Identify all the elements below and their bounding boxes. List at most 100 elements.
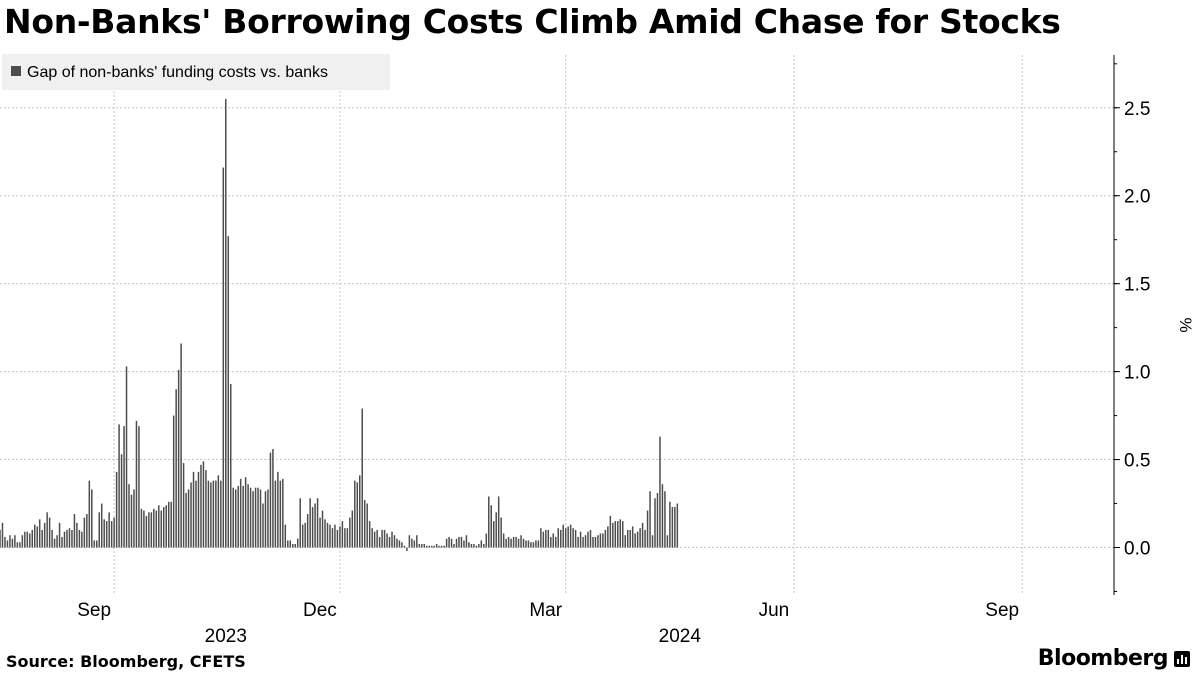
bar — [319, 517, 321, 548]
bar — [6, 540, 9, 548]
bar — [73, 514, 76, 548]
bar — [314, 503, 316, 548]
bar — [418, 543, 421, 548]
bar — [86, 514, 88, 548]
bar — [145, 515, 148, 548]
bar — [14, 535, 16, 548]
bar — [577, 536, 579, 548]
y-tick-label: 2.5 — [1124, 99, 1150, 120]
bar — [215, 480, 217, 548]
bar — [381, 529, 383, 548]
bar — [118, 424, 120, 548]
bar — [406, 547, 408, 552]
bar — [594, 536, 597, 548]
bar — [311, 507, 314, 548]
bar — [649, 491, 651, 548]
bar — [48, 517, 51, 548]
bar — [495, 512, 497, 548]
bar — [398, 540, 401, 548]
bar — [284, 524, 287, 548]
bar — [426, 545, 428, 548]
bar — [230, 383, 232, 548]
bar — [207, 480, 210, 548]
bar — [165, 505, 167, 548]
bar — [671, 507, 674, 548]
bar — [63, 531, 66, 548]
bar — [478, 543, 480, 548]
bar — [4, 536, 6, 548]
bar — [634, 533, 636, 548]
bar — [242, 485, 244, 548]
bar — [396, 538, 398, 548]
bar — [232, 487, 234, 548]
bar — [562, 524, 564, 548]
bar — [9, 535, 11, 548]
bar — [148, 512, 150, 548]
bar — [294, 543, 296, 548]
bar — [93, 540, 96, 548]
legend: Gap of non-banks' funding costs vs. bank… — [2, 54, 390, 90]
bar — [170, 501, 172, 548]
bar — [411, 538, 413, 548]
bar — [646, 510, 649, 548]
bar — [163, 507, 165, 548]
bar — [257, 487, 259, 548]
bar — [123, 426, 125, 548]
bar — [182, 463, 185, 548]
bar — [604, 529, 607, 548]
x-tick-label: Dec — [303, 600, 337, 621]
bar — [264, 491, 267, 548]
bar — [16, 542, 19, 548]
bar — [105, 521, 108, 548]
bar — [220, 480, 222, 548]
bar — [158, 505, 160, 548]
bar — [465, 535, 468, 548]
bar — [669, 501, 671, 548]
bar — [522, 538, 525, 548]
x-axis: Sep Dec Mar Jun Sep 2023 2024 — [77, 600, 1019, 647]
bar — [83, 517, 86, 548]
bar — [58, 522, 61, 548]
bar — [661, 484, 664, 548]
bar — [81, 531, 83, 548]
bar — [346, 528, 349, 548]
bar — [0, 529, 1, 548]
bar — [217, 475, 220, 548]
bar — [24, 531, 26, 548]
bar — [115, 471, 118, 548]
bar — [656, 492, 659, 548]
year-label: 2023 — [205, 626, 247, 647]
bar — [262, 503, 264, 548]
bar — [361, 408, 363, 548]
bar-series — [0, 98, 679, 552]
bar — [175, 389, 177, 548]
bar — [421, 543, 423, 548]
bar — [587, 531, 589, 548]
bar — [393, 535, 396, 548]
bar — [296, 538, 299, 548]
bar — [301, 524, 304, 548]
bar — [530, 542, 532, 548]
bar — [341, 521, 344, 548]
bar — [535, 540, 537, 548]
bar — [334, 524, 336, 548]
bar — [517, 538, 520, 548]
bar — [309, 498, 311, 548]
bar — [160, 510, 163, 548]
brand-name: Bloomberg — [1037, 646, 1169, 671]
bar — [383, 529, 386, 548]
bar — [597, 535, 599, 548]
bar — [525, 540, 527, 548]
bar — [574, 529, 577, 548]
bar — [654, 498, 656, 548]
y-axis: 0.0 0.5 1.0 1.5 2.0 2.5 — [1113, 55, 1150, 595]
bar — [639, 528, 641, 548]
bar — [210, 482, 212, 548]
bar — [88, 480, 91, 548]
bar — [1, 522, 4, 548]
bar — [202, 461, 205, 548]
bar — [177, 369, 180, 548]
bar — [540, 528, 542, 548]
bar — [336, 529, 339, 548]
bloomberg-terminal-icon — [1174, 650, 1190, 667]
